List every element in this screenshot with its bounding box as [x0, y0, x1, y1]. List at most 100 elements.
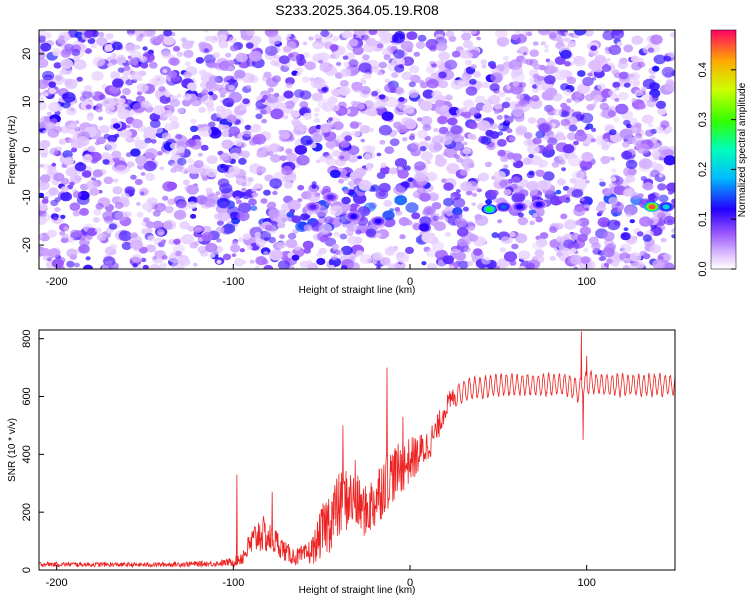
heatmap-cell [124, 43, 138, 53]
heatmap-cell [127, 33, 133, 38]
heatmap-cell [313, 107, 321, 113]
heatmap-cell [569, 108, 575, 113]
heatmap-cell [650, 34, 663, 45]
heatmap-cell [234, 139, 243, 147]
heatmap-cell [641, 114, 654, 124]
heatmap-cell [623, 257, 631, 264]
heatmap-cell [378, 61, 388, 69]
heatmap-cell [365, 37, 377, 47]
heatmap-cell [642, 234, 652, 242]
heatmap-cell [167, 198, 176, 206]
heatmap-cell [617, 60, 628, 70]
heatmap-cell [623, 188, 634, 197]
heatmap-cell [39, 203, 48, 212]
heatmap-cell [358, 180, 372, 191]
heatmap-cell [114, 133, 120, 138]
heatmap-cell [82, 264, 94, 269]
heatmap-cell [450, 79, 464, 90]
heatmap-cell [603, 262, 610, 267]
heatmap-cell [291, 254, 300, 261]
heatmap-cell [147, 244, 157, 253]
heatmap-cell [124, 186, 136, 195]
heatmap-cell [629, 252, 642, 262]
heatmap-cell [60, 214, 66, 219]
heatmap-cell [147, 199, 153, 204]
heatmap-cell [325, 140, 336, 149]
heatmap-cell [139, 188, 149, 197]
heatmap-cell [217, 163, 229, 173]
heatmap-cell [368, 30, 378, 36]
heatmap-cell [347, 180, 356, 187]
heatmap-cell [153, 105, 165, 115]
heatmap-cell [130, 71, 143, 81]
heatmap-cell [348, 261, 360, 269]
heatmap-cell [465, 52, 473, 59]
heatmap-cell [198, 69, 207, 76]
heatmap-cell [588, 59, 602, 71]
heatmap-cell [338, 178, 344, 184]
heatmap-cell [189, 241, 199, 249]
heatmap-cell [528, 153, 534, 159]
heatmap-cell [462, 40, 474, 49]
heatmap-cell [380, 257, 391, 266]
heatmap-cell [197, 245, 207, 254]
heatmap-cell [225, 59, 235, 67]
heatmap-cell [421, 232, 435, 243]
heatmap-cell [293, 89, 305, 98]
heatmap-cell [598, 178, 604, 183]
heatmap-cell [464, 166, 471, 172]
heatmap-cell [623, 227, 629, 232]
heatmap-cell [615, 103, 629, 115]
heatmap-cell [653, 54, 666, 65]
heatmap-cell [553, 108, 563, 116]
heatmap-cell [413, 51, 420, 57]
heatmap-cell [59, 35, 65, 40]
heatmap-cell [511, 107, 524, 117]
heatmap-cell [143, 126, 157, 137]
heatmap-cell [85, 180, 98, 191]
x-tick-label: -200 [46, 577, 68, 589]
heatmap-cell [48, 101, 61, 113]
heatmap-cell [42, 70, 55, 81]
heatmap-cell [301, 76, 310, 83]
heatmap-cell [657, 183, 667, 191]
heatmap-cell [510, 84, 523, 95]
heatmap-cell [61, 101, 71, 109]
heatmap-cell [233, 258, 245, 267]
heatmap-cell [456, 238, 467, 247]
snr-x-label: Height of straight line (km) [299, 585, 416, 596]
heatmap-cell [560, 118, 571, 127]
heatmap-cell [497, 219, 503, 224]
heatmap-cell [649, 74, 656, 80]
heatmap-cell [206, 155, 218, 165]
heatmap-cell [481, 256, 491, 265]
heatmap-cell [568, 124, 578, 132]
heatmap-cell [463, 246, 471, 253]
heatmap-cell [348, 59, 359, 68]
heatmap-cell [150, 139, 157, 144]
heatmap-cell [328, 117, 333, 121]
heatmap-cell [60, 58, 74, 69]
heatmap-cell [382, 217, 396, 228]
heatmap-cell [636, 231, 644, 237]
heatmap-cell [621, 141, 630, 148]
heatmap-cell [267, 87, 274, 93]
heatmap-cell [203, 197, 216, 208]
heatmap-cell [388, 167, 398, 175]
heatmap-cell [480, 59, 488, 65]
heatmap-cell [266, 93, 279, 104]
heatmap-cell [409, 65, 420, 74]
heatmap-cell [563, 89, 572, 96]
heatmap-cell [42, 129, 48, 134]
heatmap-cell [663, 55, 672, 62]
heatmap-cell [547, 60, 556, 67]
heatmap-cell [183, 71, 192, 79]
heatmap-cell [313, 112, 319, 117]
heatmap-cell [567, 241, 580, 251]
heatmap-cell [285, 238, 298, 249]
heatmap-cell [435, 60, 447, 69]
heatmap-cell [294, 145, 307, 155]
heatmap-cell [532, 137, 542, 145]
heatmap-cell [149, 56, 155, 61]
heatmap-cell [317, 231, 331, 242]
